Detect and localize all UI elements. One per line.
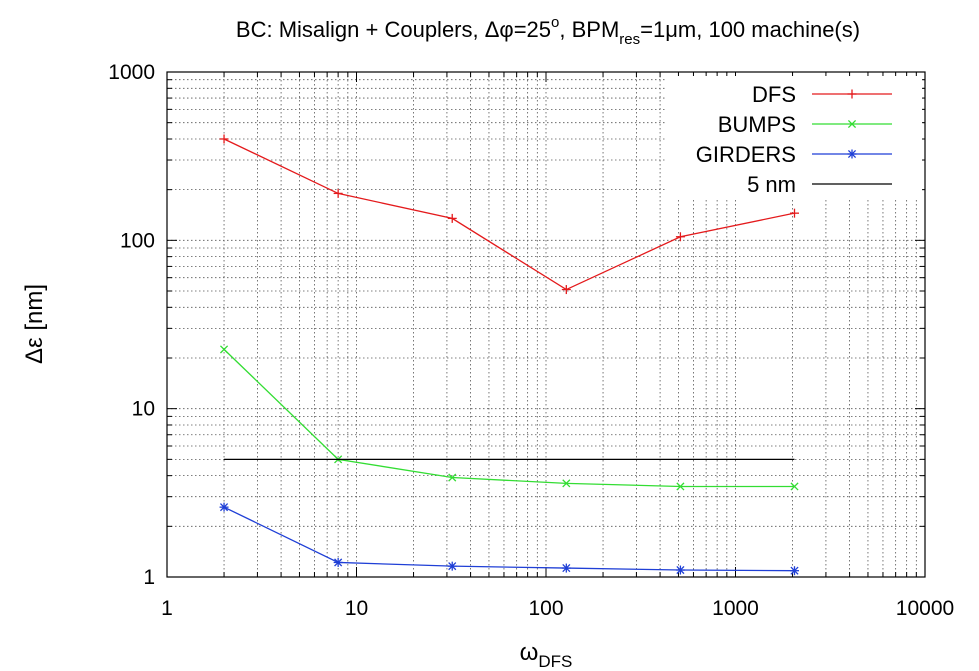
y-tick-label: 1000 (108, 61, 155, 84)
data-point-girders (333, 557, 343, 567)
data-point-dfs (333, 188, 343, 198)
y-tick-label: 100 (120, 229, 155, 252)
data-point-dfs (447, 213, 457, 223)
series-layer (219, 134, 799, 576)
data-point-girders (561, 563, 571, 573)
title-delta-phi: Δφ (485, 17, 514, 42)
data-point-girders (447, 561, 457, 571)
data-point-dfs (219, 134, 229, 144)
legend-label: DFS (752, 82, 796, 107)
data-point-bumps (790, 482, 799, 491)
data-point-dfs (561, 285, 571, 295)
legend-marker (847, 119, 857, 129)
x-tick-label: 10000 (896, 597, 954, 620)
x-tick-label: 1 (161, 597, 173, 620)
title-bpm-value: =1μm (640, 17, 696, 42)
legend-item-bumps: BUMPS (718, 112, 892, 137)
data-point-girders (675, 565, 685, 575)
x-axis-label-subscript: DFS (538, 652, 572, 671)
title-bpm-subscript: res (619, 31, 640, 48)
legend-marker (847, 89, 857, 99)
legend-item-dfs: DFS (752, 82, 892, 107)
x-tick-label: 1000 (712, 597, 759, 620)
axis-ticks (166, 72, 925, 578)
data-point-bumps (448, 473, 457, 482)
data-point-dfs (675, 232, 685, 242)
data-point-bumps (219, 345, 229, 354)
series-line-dfs (223, 138, 795, 291)
legend: DFS BUMPS GIRDERS 5 nm (666, 76, 922, 198)
legend-background (666, 76, 922, 198)
y-tick-label: 10 (132, 398, 155, 421)
x-axis-label: ωDFS (520, 639, 573, 671)
title-bpm: BPM (572, 17, 620, 42)
title-separator: , (559, 17, 571, 42)
x-axis-label-main: ω (520, 639, 539, 666)
title-degree: o (551, 14, 559, 31)
series-girders (219, 502, 799, 576)
title-delta-phi-value: =25 (514, 17, 551, 42)
legend-item-girders: GIRDERS (696, 142, 892, 167)
plot-frame (166, 71, 926, 578)
legend-label: BUMPS (718, 112, 796, 137)
x-tick-label: 100 (528, 597, 563, 620)
y-axis-label: Δε [nm] (21, 284, 48, 364)
series-dfs (219, 134, 799, 295)
data-point-dfs (789, 208, 799, 218)
x-tick-label: 10 (345, 597, 368, 620)
legend-label: GIRDERS (696, 142, 796, 167)
tick-labels: 1 10 100 1000 10000 1 10 100 1000 (108, 61, 954, 620)
y-tick-label: 1 (143, 566, 155, 589)
legend-marker (847, 149, 857, 159)
data-point-bumps (562, 479, 571, 488)
legend-label: 5 nm (747, 172, 796, 197)
series-line-bumps (223, 348, 795, 488)
chart-title: BC: Misalign + Couplers, Δφ=25o, BPMres=… (236, 14, 860, 48)
legend-item-5-nm: 5 nm (747, 172, 892, 197)
series-bumps (219, 345, 799, 491)
data-point-girders (789, 566, 799, 576)
series-line-girders (223, 506, 795, 572)
grid (167, 72, 925, 577)
data-point-bumps (676, 482, 685, 491)
title-prefix: BC: Misalign + Couplers, (236, 17, 485, 42)
title-suffix: , 100 machine(s) (696, 17, 860, 42)
data-point-girders (219, 502, 229, 512)
